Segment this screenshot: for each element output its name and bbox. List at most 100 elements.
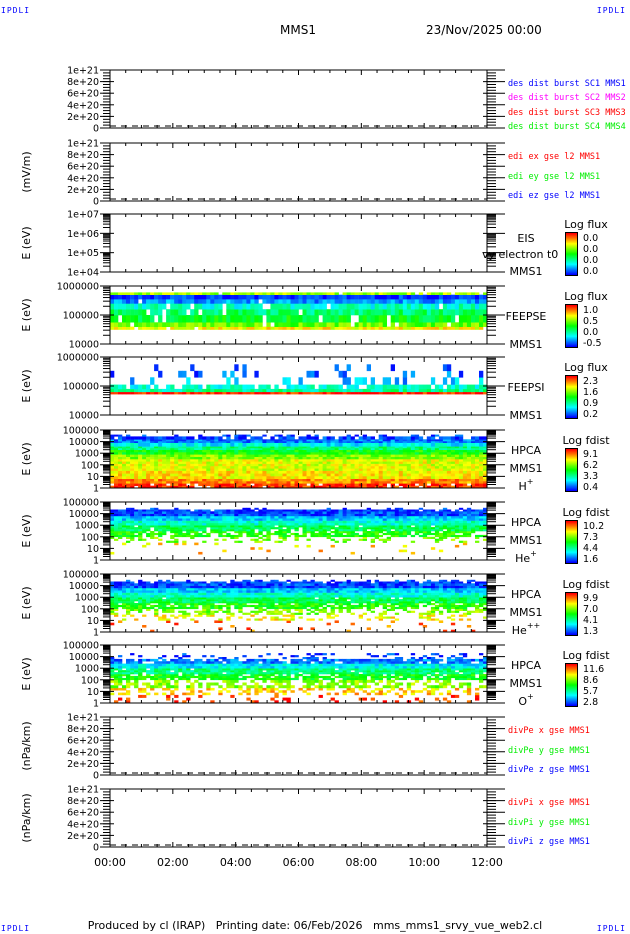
heatmap-cell	[382, 322, 387, 327]
heatmap-cell	[438, 454, 444, 457]
heatmap-cell	[158, 473, 163, 477]
heatmap-cell	[114, 527, 119, 530]
heatmap-cell	[214, 384, 219, 390]
heatmap-cell	[282, 377, 287, 385]
heatmap-cell	[410, 522, 416, 526]
heatmap-cell	[483, 322, 488, 327]
heatmap-cell	[390, 481, 395, 484]
heatmap-cell	[242, 511, 247, 514]
heatmap-cell	[122, 511, 127, 514]
heatmap-cell	[174, 292, 179, 295]
heatmap-cell	[318, 326, 323, 330]
heatmap-cell	[166, 540, 171, 543]
heatmap-cell	[426, 388, 432, 393]
heatmap-cell	[302, 442, 307, 447]
heatmap-cell	[334, 481, 339, 484]
heatmap-cell	[158, 303, 163, 310]
heatmap-cell	[442, 466, 448, 469]
heatmap-cell	[422, 326, 428, 330]
heatmap-cell	[278, 309, 283, 316]
heatmap-cell	[266, 292, 271, 295]
heatmap-cell	[398, 549, 404, 553]
heatmap-cell	[282, 538, 287, 541]
heatmap-cell	[306, 520, 311, 524]
heatmap-cell	[406, 520, 412, 524]
heatmap-cell	[214, 391, 219, 395]
heatmap-cell	[166, 449, 171, 453]
heatmap-cell	[390, 513, 395, 517]
heatmap-cell	[454, 476, 460, 479]
heatmap-cell	[286, 326, 291, 330]
heatmap-cell	[294, 538, 299, 541]
heatmap-cell	[226, 446, 231, 449]
heatmap-cell	[318, 459, 323, 462]
heatmap-cell	[402, 452, 408, 455]
heatmap-cell	[302, 391, 307, 395]
heatmap-cell	[450, 481, 456, 484]
heatmap-cell	[190, 459, 195, 462]
heatmap-cell	[350, 466, 355, 469]
heatmap-cell	[290, 456, 295, 460]
heatmap-cell	[182, 478, 187, 482]
heatmap-cell	[430, 322, 436, 327]
heatmap-cell	[178, 522, 183, 526]
heatmap-cell	[298, 513, 303, 517]
heatmap-cell	[406, 391, 412, 395]
heatmap-cell	[186, 442, 191, 447]
heatmap-cell	[346, 442, 351, 447]
heatmap-cell	[218, 513, 223, 517]
heatmap-cell	[398, 531, 404, 534]
heatmap-cell	[242, 476, 247, 479]
heatmap-cell	[471, 468, 476, 471]
heatmap-cell	[330, 470, 335, 474]
heatmap-cell	[210, 511, 215, 514]
heatmap-cell	[154, 303, 159, 310]
heatmap-cell	[146, 532, 151, 536]
heatmap-cell	[306, 441, 311, 443]
heatmap-cell	[262, 522, 267, 526]
heatmap-cell	[226, 294, 231, 300]
heatmap-cell	[310, 529, 315, 532]
heatmap-cell	[330, 309, 335, 316]
heatmap-cell	[418, 476, 424, 479]
heatmap-cell	[442, 446, 448, 449]
heatmap-cell	[350, 384, 355, 390]
heatmap-cell	[418, 436, 424, 440]
heatmap-cell	[182, 441, 187, 443]
heatmap-cell	[182, 534, 187, 538]
heatmap-cell	[262, 449, 267, 453]
heatmap-cell	[406, 511, 412, 514]
heatmap-cell	[398, 520, 404, 524]
heatmap-cell	[250, 515, 255, 519]
heatmap-cell	[390, 466, 395, 469]
heatmap-cell	[226, 391, 231, 395]
heatmap-cell	[290, 322, 295, 327]
heatmap-cell	[475, 303, 480, 310]
heatmap-cell	[479, 299, 484, 304]
heatmap-cell	[258, 448, 263, 450]
heatmap-cell	[246, 303, 251, 310]
heatmap-cell	[374, 326, 379, 330]
colorbar-segment	[566, 458, 577, 460]
heatmap-cell	[298, 511, 303, 514]
heatmap-cell	[162, 470, 167, 474]
heatmap-cell	[234, 448, 239, 450]
heatmap-cell	[390, 476, 395, 479]
heatmap-cell	[426, 439, 432, 442]
colorbar-segment	[566, 324, 577, 326]
heatmap-cell	[254, 527, 259, 530]
heatmap-cell	[254, 538, 259, 541]
heatmap-cell	[118, 294, 123, 300]
heatmap-cell	[479, 466, 484, 469]
heatmap-cell	[286, 439, 291, 442]
heatmap-cell	[142, 391, 147, 395]
heatmap-cell	[238, 511, 243, 514]
colorbar-segment	[566, 379, 577, 381]
heatmap-cell	[326, 294, 331, 300]
heatmap-cell	[270, 483, 275, 486]
heatmap-cell	[366, 485, 371, 489]
heatmap-cell	[362, 473, 367, 477]
heatmap-cell	[178, 388, 183, 393]
heatmap-cell	[198, 515, 203, 519]
heatmap-cell	[483, 388, 488, 393]
